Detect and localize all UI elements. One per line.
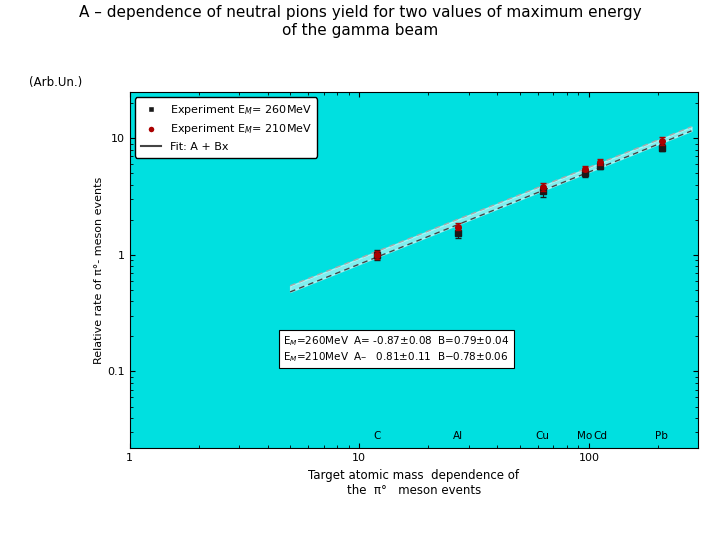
Legend: Experiment E$_M$= 260MeV, Experiment E$_M$= 210MeV, Fit: A + Bx: Experiment E$_M$= 260MeV, Experiment E$_…: [135, 97, 318, 158]
Text: Mo: Mo: [577, 431, 593, 441]
Text: Pb: Pb: [655, 431, 668, 441]
Text: Cu: Cu: [536, 431, 550, 441]
Text: Cd: Cd: [593, 431, 607, 441]
Text: Al: Al: [453, 431, 464, 441]
Y-axis label: Relative rate of π°- meson events: Relative rate of π°- meson events: [94, 177, 104, 363]
Text: (Arb.Un.): (Arb.Un.): [29, 76, 82, 89]
X-axis label: Target atomic mass  dependence of
the  π°   meson events: Target atomic mass dependence of the π° …: [308, 469, 520, 497]
Text: E$_M$=260MeV  A= -0.87±0.08  B=0.79±0.04
E$_M$=210MeV  A–   0.81±0.11  B−0.78±0.: E$_M$=260MeV A= -0.87±0.08 B=0.79±0.04 E…: [283, 334, 510, 364]
Text: A – dependence of neutral pions yield for two values of maximum energy
of the ga: A – dependence of neutral pions yield fo…: [78, 5, 642, 38]
Text: C: C: [374, 431, 381, 441]
